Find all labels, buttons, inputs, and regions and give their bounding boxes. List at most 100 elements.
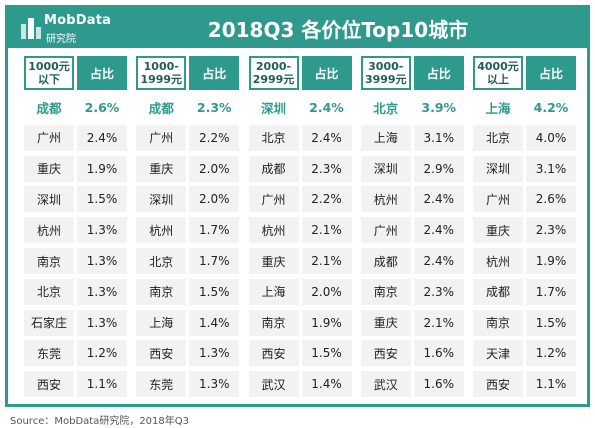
share-value-cell: 1.7% bbox=[526, 278, 576, 305]
table-row: 南京 2.3% bbox=[360, 278, 464, 305]
share-value-cell: 3.1% bbox=[526, 155, 576, 182]
share-value-cell: 1.9% bbox=[77, 155, 127, 182]
city-cell: 北京 bbox=[24, 278, 74, 305]
share-value-cell: 3.9% bbox=[413, 94, 464, 120]
table-row: 广州 2.4% bbox=[24, 124, 127, 151]
share-value-cell: 2.6% bbox=[77, 94, 127, 120]
table-row: 广州 2.6% bbox=[473, 186, 576, 213]
share-column-header: 占比 bbox=[526, 56, 576, 90]
share-column-header: 占比 bbox=[189, 56, 240, 90]
share-value-cell: 1.3% bbox=[189, 340, 240, 367]
table-row: 成都 2.3% bbox=[248, 155, 352, 182]
price-tier-column: 3000- 3999元 占比 北京 3.9% 上海 3.1% 深圳 2.9% 杭州 2.4% 广州 2.… bbox=[360, 56, 464, 402]
table-row: 南京 1.3% bbox=[24, 248, 127, 274]
share-value-cell: 1.5% bbox=[77, 186, 127, 213]
city-cell: 西安 bbox=[24, 371, 74, 398]
table-row: 北京 1.3% bbox=[24, 278, 127, 305]
city-cell: 重庆 bbox=[24, 155, 74, 182]
city-cell: 广州 bbox=[248, 186, 299, 213]
city-cell: 深圳 bbox=[473, 155, 523, 182]
share-value-cell: 1.5% bbox=[189, 278, 240, 305]
table-row: 杭州 1.7% bbox=[136, 217, 240, 244]
title-bar: MobData 研究院 2018Q3 各价位Top10城市 bbox=[8, 8, 587, 48]
city-cell: 深圳 bbox=[248, 94, 299, 120]
city-cell: 西安 bbox=[360, 340, 411, 367]
city-cell: 西安 bbox=[136, 340, 187, 367]
share-value-cell: 2.3% bbox=[413, 278, 464, 305]
city-cell: 西安 bbox=[248, 340, 299, 367]
city-cell: 广州 bbox=[24, 124, 74, 151]
table-row: 西安 1.5% bbox=[248, 340, 352, 367]
share-value-cell: 1.7% bbox=[189, 217, 240, 244]
city-cell: 北京 bbox=[136, 248, 187, 274]
table-row: 重庆 2.3% bbox=[473, 217, 576, 244]
city-cell: 北京 bbox=[473, 124, 523, 151]
share-value-cell: 2.6% bbox=[526, 186, 576, 213]
table-row: 上海 3.1% bbox=[360, 124, 464, 151]
city-cell: 上海 bbox=[360, 124, 411, 151]
city-cell: 北京 bbox=[248, 124, 299, 151]
city-cell: 南京 bbox=[248, 309, 299, 336]
share-value-cell: 2.4% bbox=[413, 248, 464, 274]
price-tier-column: 1000元 以下 占比 成都 2.6% 广州 2.4% 重庆 1.9% 深圳 1.5% 杭州 1.3% 南… bbox=[24, 56, 127, 402]
table-row: 北京 1.7% bbox=[136, 248, 240, 274]
city-cell: 杭州 bbox=[473, 248, 523, 274]
table-row: 重庆 2.1% bbox=[248, 248, 352, 274]
share-value-cell: 1.3% bbox=[77, 217, 127, 244]
share-value-cell: 1.4% bbox=[301, 371, 352, 398]
share-value-cell: 1.7% bbox=[189, 248, 240, 274]
city-cell: 重庆 bbox=[473, 217, 523, 244]
table-row: 杭州 1.9% bbox=[473, 248, 576, 274]
tier-range-label: 2999元 bbox=[252, 73, 295, 86]
share-value-cell: 2.3% bbox=[189, 94, 240, 120]
brand-name: MobData bbox=[44, 13, 112, 28]
table-row: 西安 1.1% bbox=[24, 371, 127, 398]
price-tier-column: 2000- 2999元 占比 深圳 2.4% 北京 2.4% 成都 2.3% 广州 2.2% 杭州 2.… bbox=[248, 56, 352, 402]
share-value-cell: 1.2% bbox=[77, 340, 127, 367]
share-value-cell: 2.2% bbox=[301, 186, 352, 213]
city-cell: 上海 bbox=[136, 309, 187, 336]
tier-range-label: 2000- bbox=[255, 60, 292, 73]
table-row: 上海 4.2% bbox=[473, 94, 576, 120]
city-cell: 北京 bbox=[360, 94, 411, 120]
table-row: 西安 1.3% bbox=[136, 340, 240, 367]
city-cell: 深圳 bbox=[24, 186, 74, 213]
mobdata-logo-icon bbox=[21, 18, 41, 39]
share-column-header: 占比 bbox=[413, 56, 464, 90]
table-row: 杭州 2.1% bbox=[248, 217, 352, 244]
table-row: 南京 1.9% bbox=[248, 309, 352, 336]
table-row: 南京 1.5% bbox=[473, 309, 576, 336]
table-row: 重庆 2.1% bbox=[360, 309, 464, 336]
table-row: 北京 3.9% bbox=[360, 94, 464, 120]
share-value-cell: 1.3% bbox=[77, 278, 127, 305]
table-row: 东莞 1.3% bbox=[136, 371, 240, 398]
table-row: 上海 2.0% bbox=[248, 278, 352, 305]
share-value-cell: 2.3% bbox=[526, 217, 576, 244]
city-cell: 广州 bbox=[473, 186, 523, 213]
city-cell: 深圳 bbox=[136, 186, 187, 213]
share-value-cell: 1.6% bbox=[413, 371, 464, 398]
table-row: 深圳 3.1% bbox=[473, 155, 576, 182]
price-tier-column: 1000- 1999元 占比 成都 2.3% 广州 2.2% 重庆 2.0% 深圳 2.0% 杭州 1.… bbox=[136, 56, 240, 402]
share-value-cell: 2.0% bbox=[189, 155, 240, 182]
city-cell: 上海 bbox=[248, 278, 299, 305]
tier-range-label: 1000元 bbox=[28, 60, 70, 73]
table-row: 上海 1.4% bbox=[136, 309, 240, 336]
city-cell: 广州 bbox=[360, 217, 411, 244]
share-value-cell: 2.2% bbox=[189, 124, 240, 151]
tier-range-label: 1000- bbox=[143, 60, 179, 73]
tier-range-label: 以上 bbox=[487, 73, 509, 86]
share-value-cell: 1.9% bbox=[526, 248, 576, 274]
share-value-cell: 1.3% bbox=[77, 248, 127, 274]
tier-range-label: 3000- bbox=[368, 60, 404, 73]
share-value-cell: 2.0% bbox=[301, 278, 352, 305]
share-value-cell: 1.6% bbox=[413, 340, 464, 367]
tier-range-label: 1999元 bbox=[140, 73, 183, 86]
city-cell: 南京 bbox=[24, 248, 74, 274]
city-cell: 成都 bbox=[360, 248, 411, 274]
table-row: 成都 2.4% bbox=[360, 248, 464, 274]
tier-range-label: 4000元 bbox=[477, 60, 519, 73]
table-row: 武汉 1.6% bbox=[360, 371, 464, 398]
share-value-cell: 2.4% bbox=[413, 217, 464, 244]
table-row: 杭州 2.4% bbox=[360, 186, 464, 213]
